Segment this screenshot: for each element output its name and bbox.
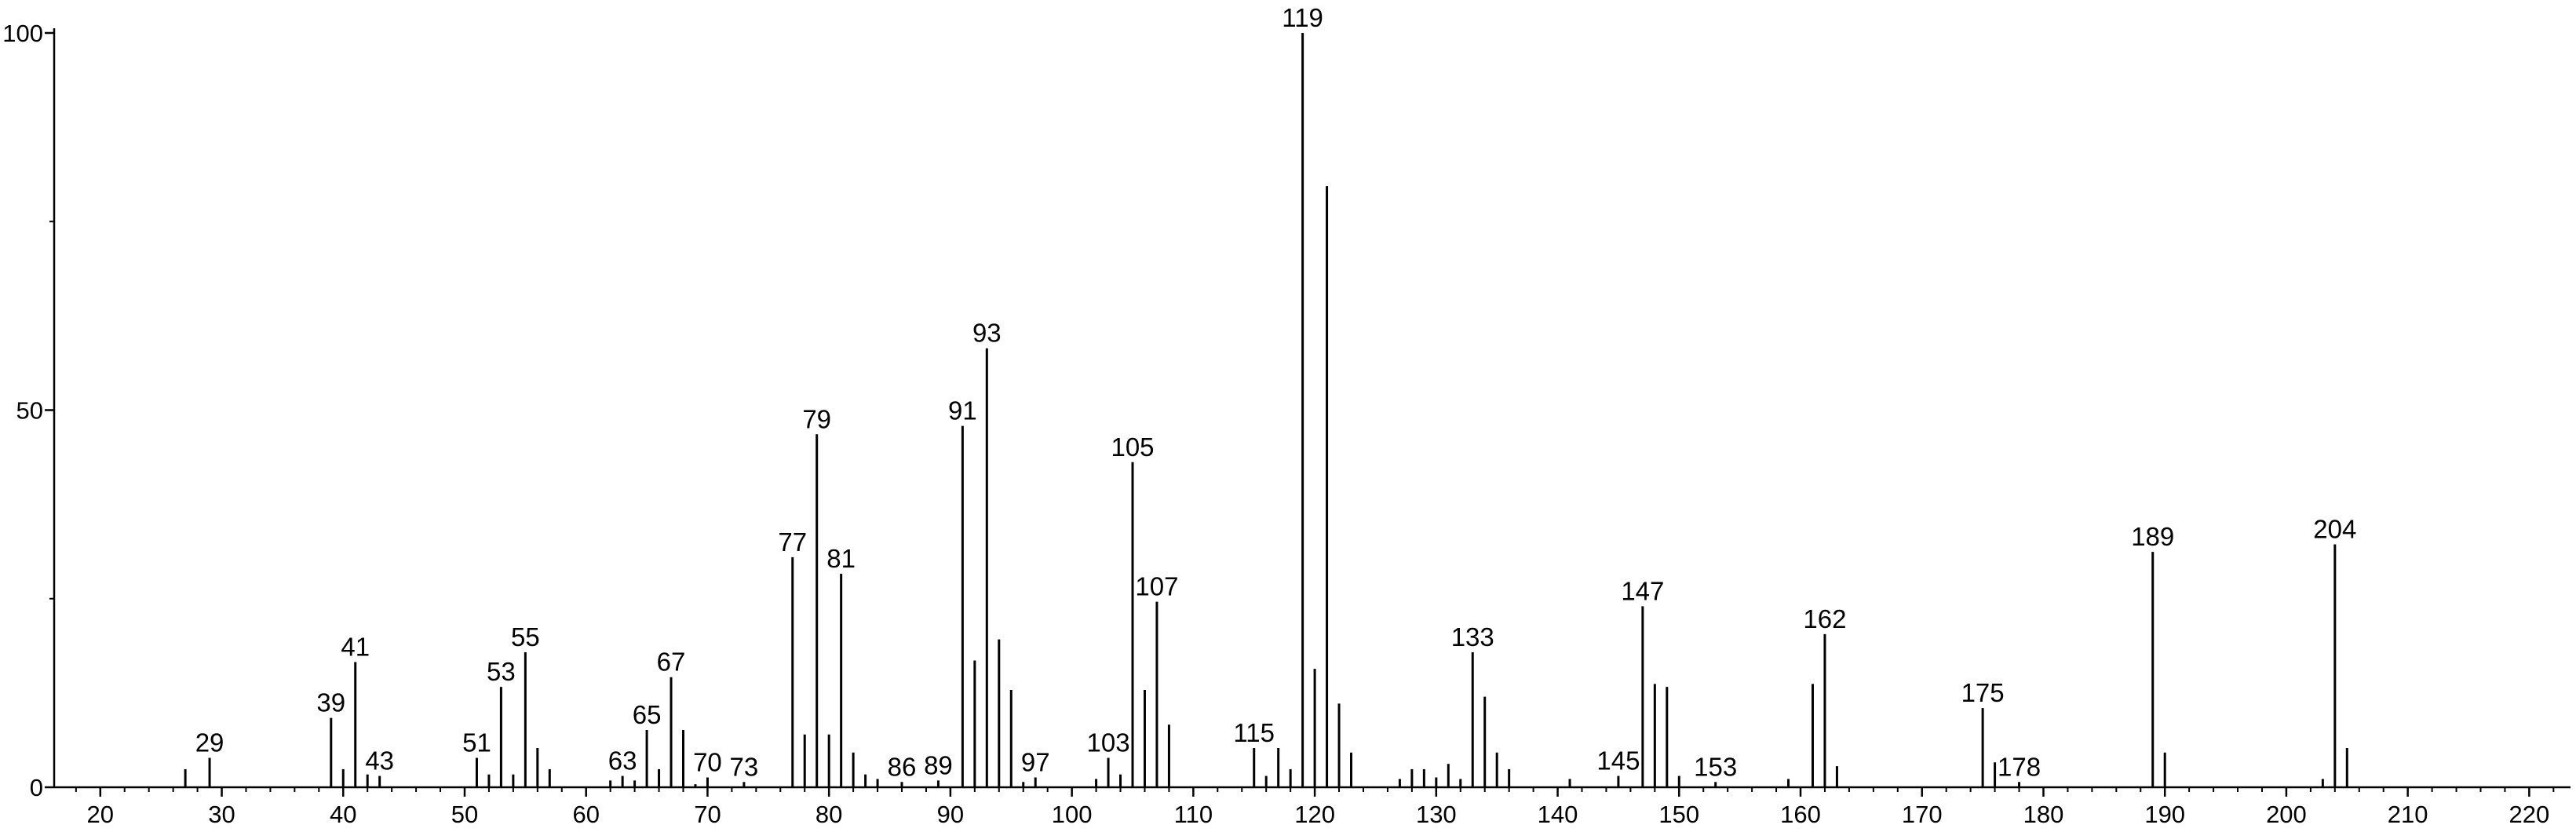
peak-label: 51 bbox=[462, 728, 491, 757]
peak-label: 147 bbox=[1621, 576, 1664, 605]
peak-label: 115 bbox=[1233, 718, 1275, 747]
y-tick-label: 50 bbox=[16, 397, 43, 425]
peak-label: 93 bbox=[972, 319, 1002, 348]
y-tick-label: 0 bbox=[30, 774, 43, 801]
x-tick-label: 160 bbox=[1780, 801, 1821, 828]
peak-label: 175 bbox=[1961, 678, 2005, 707]
x-tick-label: 120 bbox=[1294, 801, 1335, 828]
peak-label: 86 bbox=[888, 752, 917, 781]
x-tick-label: 200 bbox=[2266, 801, 2307, 828]
y-tick-label: 100 bbox=[2, 20, 43, 47]
x-tick-label: 30 bbox=[208, 801, 235, 828]
x-tick-label: 70 bbox=[694, 801, 721, 828]
x-tick-label: 20 bbox=[87, 801, 114, 828]
peak-label: 91 bbox=[948, 396, 977, 425]
x-tick-label: 110 bbox=[1174, 801, 1213, 828]
x-tick-label: 100 bbox=[1052, 801, 1093, 828]
x-tick-label: 220 bbox=[2509, 801, 2550, 828]
x-tick-label: 150 bbox=[1658, 801, 1699, 828]
x-tick-label: 130 bbox=[1416, 801, 1457, 828]
peak-label: 65 bbox=[633, 700, 662, 729]
peak-label: 29 bbox=[195, 728, 224, 757]
peak-label: 55 bbox=[511, 622, 540, 651]
peak-label: 145 bbox=[1596, 746, 1640, 775]
x-tick-label: 170 bbox=[1902, 801, 1943, 828]
x-tick-label: 80 bbox=[815, 801, 842, 828]
x-tick-label: 140 bbox=[1538, 801, 1578, 828]
peak-label: 105 bbox=[1111, 432, 1154, 462]
x-tick-label: 40 bbox=[330, 801, 356, 828]
peak-label: 39 bbox=[316, 688, 345, 717]
peak-label: 53 bbox=[487, 657, 516, 686]
peak-label: 103 bbox=[1087, 728, 1130, 757]
peak-label: 63 bbox=[608, 746, 637, 775]
peak-label: 70 bbox=[693, 748, 722, 777]
peak-label: 153 bbox=[1694, 752, 1737, 781]
peak-label: 119 bbox=[1282, 3, 1323, 32]
x-tick-label: 60 bbox=[572, 801, 599, 828]
peak-label: 189 bbox=[2131, 522, 2174, 551]
peak-label: 79 bbox=[802, 404, 831, 433]
x-tick-label: 50 bbox=[451, 801, 478, 828]
peak-label: 41 bbox=[341, 632, 370, 661]
peak-label: 77 bbox=[778, 527, 807, 556]
peak-label: 107 bbox=[1135, 572, 1178, 601]
x-tick-label: 90 bbox=[937, 801, 964, 828]
peak-label: 67 bbox=[657, 648, 686, 677]
peak-label: 178 bbox=[1998, 752, 2041, 781]
peak-label: 97 bbox=[1021, 748, 1050, 777]
peak-label: 162 bbox=[1803, 604, 1846, 633]
peak-label: 43 bbox=[365, 746, 394, 775]
x-tick-label: 210 bbox=[2388, 801, 2428, 828]
x-tick-label: 180 bbox=[2023, 801, 2064, 828]
peak-label: 204 bbox=[2313, 515, 2356, 544]
peak-label: 73 bbox=[730, 752, 759, 781]
peak-label: 133 bbox=[1451, 622, 1494, 651]
peak-label: 81 bbox=[826, 544, 856, 573]
peak-label: 89 bbox=[924, 750, 953, 779]
x-tick-label: 190 bbox=[2144, 801, 2185, 828]
